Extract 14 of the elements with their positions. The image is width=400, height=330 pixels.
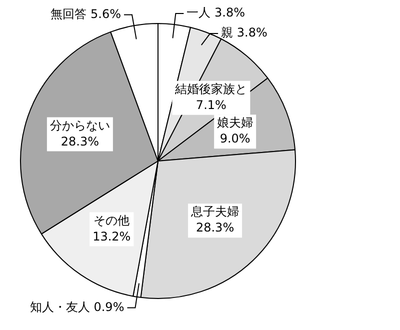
data-label: 7.1%	[196, 98, 226, 112]
data-label: 9.0%	[220, 132, 250, 146]
slice-label: その他	[94, 213, 130, 228]
slice-label: 知人・友人 0.9%	[30, 300, 124, 314]
slice-label: 分からない	[50, 118, 110, 132]
slice-label: 一人 3.8%	[186, 6, 245, 20]
slice-label: 息子夫婦	[190, 204, 240, 219]
slice-label: 親 3.8%	[221, 26, 268, 40]
slice-label: 無回答 5.6%	[50, 6, 122, 21]
slice-label: 娘夫婦	[217, 116, 254, 130]
data-label: 28.3%	[196, 220, 234, 235]
data-label: 13.2%	[92, 229, 131, 244]
data-label: 28.3%	[60, 134, 100, 148]
slice-label: 結婚後家族と	[174, 82, 248, 96]
